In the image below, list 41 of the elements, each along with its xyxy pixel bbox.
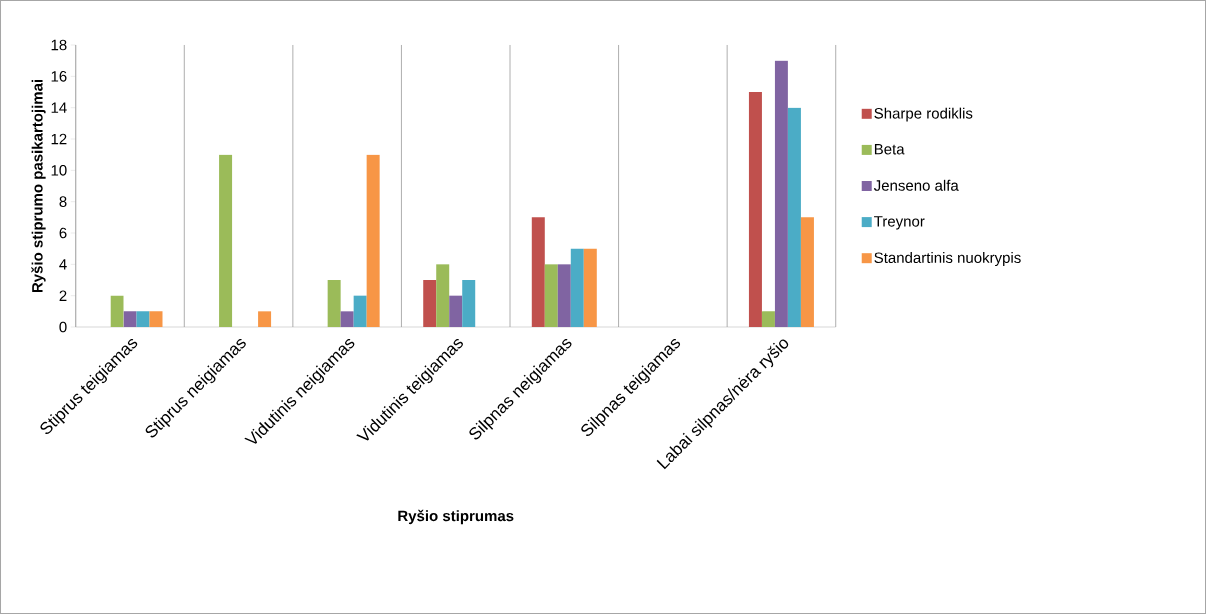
y-axis-title: Ryšio stiprumo pasikartojimai bbox=[31, 79, 46, 293]
bar bbox=[748, 92, 762, 327]
y-tick-label: 10 bbox=[51, 165, 67, 176]
bar bbox=[774, 60, 788, 327]
bar bbox=[258, 311, 272, 327]
y-tick-label: 12 bbox=[51, 133, 67, 145]
y-tick-label: 8 bbox=[59, 196, 67, 207]
y-tick-label: 4 bbox=[59, 259, 67, 270]
bar bbox=[110, 295, 124, 327]
bar bbox=[353, 295, 367, 327]
bar bbox=[557, 264, 571, 327]
bar bbox=[436, 264, 450, 327]
bar bbox=[462, 280, 476, 327]
x-axis-title: Ryšio stiprumas bbox=[398, 509, 514, 525]
bar bbox=[136, 311, 150, 327]
bar bbox=[123, 311, 137, 327]
bar bbox=[570, 248, 584, 327]
y-tick-label: 0 bbox=[59, 321, 67, 333]
bar bbox=[366, 154, 380, 327]
legend-label: Jenseno alfa bbox=[873, 179, 959, 191]
bar bbox=[544, 264, 558, 327]
y-tick-label: 16 bbox=[51, 71, 67, 82]
bar bbox=[531, 217, 545, 327]
legend-label: Standartinis nuokrypis bbox=[874, 252, 1021, 266]
bar bbox=[340, 311, 354, 327]
bar bbox=[761, 311, 775, 327]
y-tick-label: 14 bbox=[51, 102, 67, 113]
bar bbox=[787, 107, 801, 327]
bar bbox=[327, 280, 341, 327]
legend-label: Beta bbox=[874, 144, 905, 155]
bar bbox=[449, 295, 463, 327]
bar bbox=[423, 280, 437, 327]
bar bbox=[149, 311, 163, 327]
bar bbox=[583, 248, 597, 327]
y-tick-label: 2 bbox=[59, 290, 67, 301]
y-tick-label: 18 bbox=[51, 39, 67, 51]
legend-label: Treynor bbox=[874, 216, 925, 230]
y-tick-label: 6 bbox=[59, 227, 67, 239]
bar bbox=[219, 154, 233, 327]
bar bbox=[800, 217, 814, 327]
legend-label: Sharpe rodiklis bbox=[874, 107, 973, 122]
